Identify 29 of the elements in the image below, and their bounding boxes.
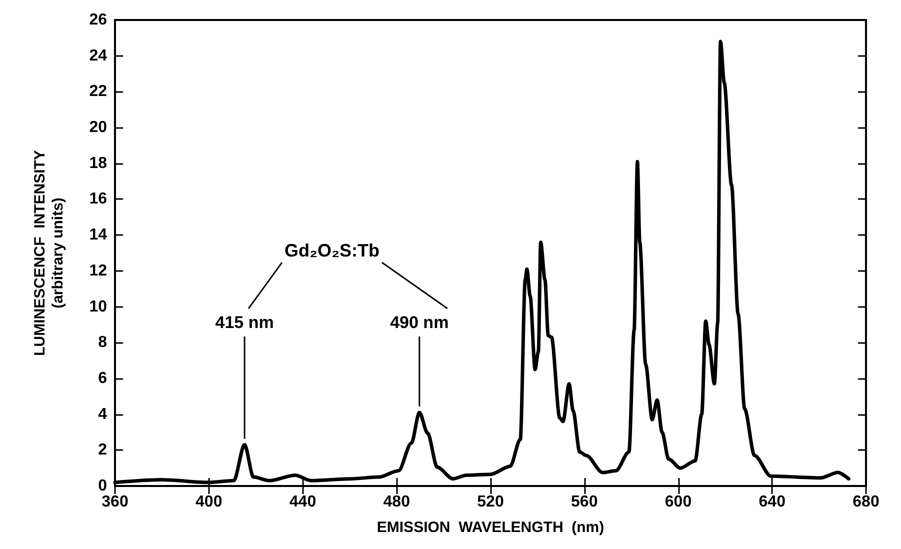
x-tick-label: 480 — [383, 494, 410, 510]
x-tick-label: 440 — [289, 494, 316, 510]
y-tick-label: 26 — [89, 12, 108, 28]
x-tick-label: 600 — [664, 494, 692, 510]
y-tick-label: 8 — [98, 334, 108, 352]
y-tick-label: 12 — [89, 262, 108, 280]
y-tick-label: 10 — [89, 298, 108, 316]
y-tick-label: 2 — [98, 442, 108, 459]
y-tick-label: 16 — [89, 190, 108, 208]
y-tick-label: 0 — [98, 478, 108, 494]
y-tick-label: 20 — [89, 119, 108, 136]
y-tick-label: 6 — [98, 370, 108, 387]
line-series — [113, 40, 850, 484]
y-tick-label: 22 — [89, 83, 108, 100]
x-tick-label: 680 — [852, 494, 880, 510]
annotation: Gd₂O₂S:Tb — [284, 240, 380, 261]
x-tick-label: 560 — [571, 494, 598, 510]
y-tick-label: 18 — [89, 154, 108, 172]
x-tick-label: 520 — [477, 494, 504, 510]
y-tick-label: 4 — [98, 406, 108, 423]
y-tick-label: 24 — [89, 47, 108, 64]
annotation: 490 nm — [390, 313, 449, 332]
y-tick-label: 14 — [89, 226, 108, 244]
x-axis-title: EMISSION WAVELENGTH (nm) — [376, 519, 604, 536]
annotation: 415 nm — [215, 313, 274, 332]
x-tick-label: 400 — [196, 494, 222, 510]
y-axis-title: LUMINESCENCF INTENSITY (arbitrary units) — [32, 150, 66, 356]
x-tick-label: 640 — [758, 494, 786, 510]
x-tick-label: 360 — [102, 494, 128, 510]
